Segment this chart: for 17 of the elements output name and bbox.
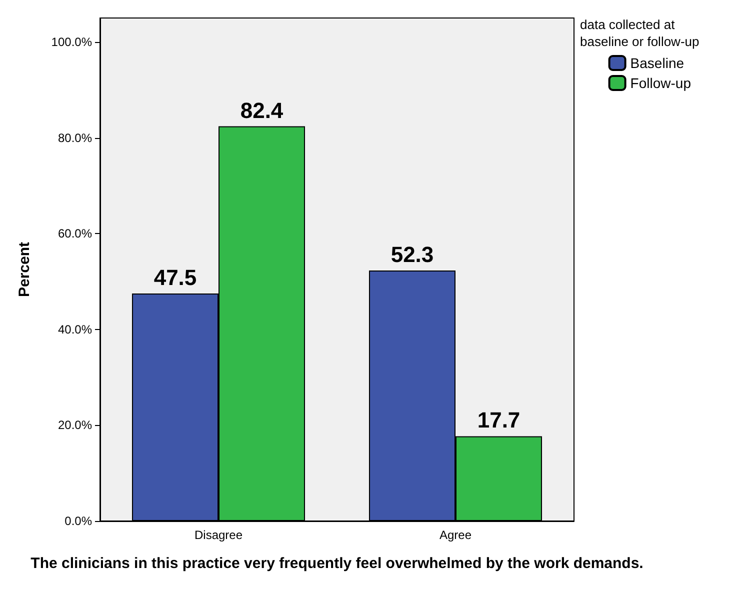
y-axis-title: Percent (16, 242, 33, 298)
y-tick-label: 80.0% (58, 130, 92, 145)
x-axis-title: The clinicians in this practice very frequently feel overwhelmed by the work demands. (30, 555, 644, 572)
legend-title: data collected at baseline or follow-up (580, 17, 700, 49)
data-label: 17.7 (477, 408, 520, 433)
x-tick-label: Agree (439, 528, 472, 542)
y-tick-label: 20.0% (58, 418, 92, 432)
y-tick-label: 40.0% (58, 322, 92, 336)
x-tick-label: Disagree (194, 528, 243, 542)
data-label: 82.4 (240, 98, 284, 123)
data-label: 52.3 (390, 242, 434, 267)
y-tick-label: 60.0% (58, 226, 92, 241)
data-label: 47.5 (154, 264, 197, 290)
y-tick-label: 0.0% (64, 514, 92, 528)
legend-label: Baseline (630, 55, 684, 71)
legend-label: Follow-up (630, 75, 692, 91)
y-tick-label: 100.0% (51, 34, 92, 49)
